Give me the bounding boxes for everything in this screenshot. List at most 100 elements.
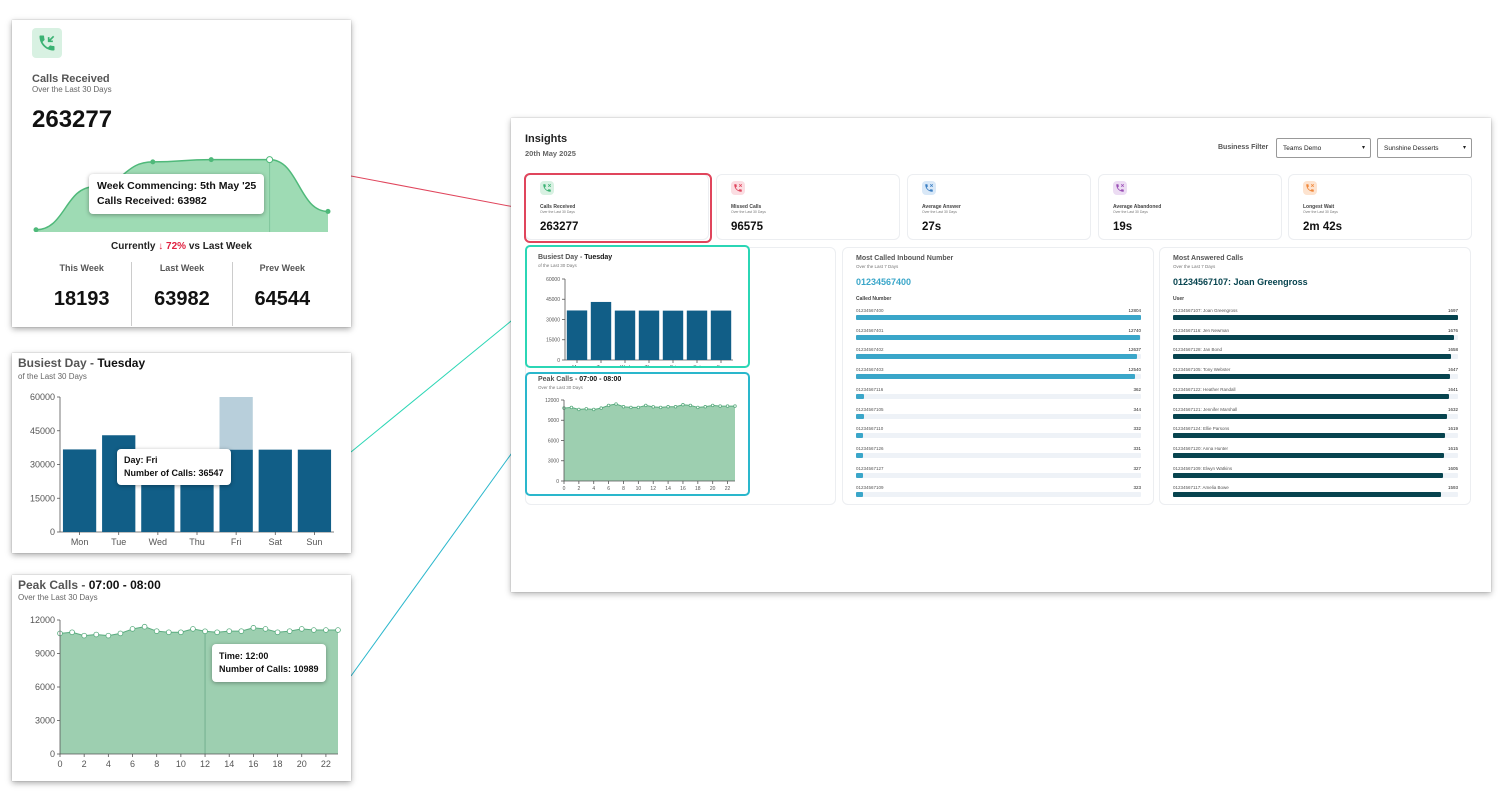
list-item-track [856, 393, 1141, 399]
list-item-label: 01234567124: Ellie Parsons [1173, 426, 1230, 432]
peak-zoom-point [298, 626, 305, 632]
busiest-small-x-tick-label: Sun [717, 365, 726, 366]
abandoned-call-icon [1113, 181, 1127, 195]
calls-received-point [325, 208, 331, 214]
list-item-label: 01234567105: Tony Webster [1173, 367, 1231, 373]
week-stat-0: This Week 18193 [32, 262, 131, 326]
week-stat-label: This Week [59, 263, 104, 273]
busiest-small-x-tick-label: Mon [572, 365, 582, 366]
peak-small-x-tick-label: 16 [680, 486, 686, 492]
peak-zoom-point [93, 631, 100, 638]
peak-zoom-point [165, 629, 172, 636]
peak-zoom-x-tick-label: 20 [297, 759, 307, 769]
peak-zoom-point [153, 628, 160, 634]
wait-call-icon [1303, 181, 1317, 195]
currently-pct: 72% [166, 241, 187, 252]
peak-small-area [564, 404, 735, 481]
peak-small-x-tick-label: 10 [636, 486, 642, 492]
list-item-bar [856, 492, 864, 498]
peak-calls-tooltip: Time: 12:00 Number of Calls: 10989 [212, 644, 326, 682]
peak-small-y-tick-label: 3000 [548, 459, 559, 465]
list-item-value: 1632 [1447, 406, 1458, 412]
list-item-label: 01234567126 [856, 445, 884, 451]
kpi-card-calls-received[interactable]: Calls Received Over the Last 30 Days 263… [525, 174, 709, 240]
peak-zoom-point [311, 627, 317, 633]
list-item-track [1173, 452, 1458, 458]
trend-down-icon: ↓ [158, 241, 164, 252]
peak-small-point [710, 403, 715, 408]
peak-small-point [621, 405, 626, 409]
busiest-day-small-title-bold: Tuesday [584, 254, 613, 261]
team-filter-select[interactable]: Teams Demo ▾ [1276, 138, 1371, 158]
list-item-value: 1658 [1447, 347, 1458, 353]
peak-zoom-x-tick-label: 10 [176, 759, 186, 769]
busiest-day-bar-chart: 0 15000 30000 45000 60000 Mon Tue Wed Thu Fri Sat S… [30, 392, 334, 547]
busiest-day-small-title: Busiest Day - Tuesday [538, 254, 612, 261]
peak-zoom-x-tick-label: 12 [200, 759, 210, 769]
kpi-label: Longest Wait [1303, 204, 1335, 210]
kpi-label: Average Answer [922, 204, 961, 210]
busiest-small-y-tick-label: 45000 [546, 297, 560, 303]
list-item-track [1173, 393, 1458, 399]
peak-small-point [592, 407, 596, 412]
busiest-day-small-sub: of the Last 30 Days [538, 263, 577, 268]
busiest-zoom-x-tick-label: Sun [306, 537, 322, 547]
kpi-card-longest-wait[interactable]: Longest Wait Over the Last 30 Days 2m 42… [1288, 174, 1472, 240]
company-filter-select[interactable]: Sunshine Desserts ▾ [1377, 138, 1472, 158]
list-item-label: 01234567116: Jen Newman [1173, 327, 1229, 333]
kpi-card-average-answer[interactable]: Average Answer Over the Last 30 Days 27s [907, 174, 1091, 240]
busiest-zoom-x-tick-label: Mon [71, 537, 89, 547]
list-item-track [1173, 492, 1458, 498]
list-item-bar [1173, 315, 1458, 320]
busiest-small-bar [686, 310, 708, 360]
peak-small-x-tick-label: 4 [592, 486, 595, 492]
peak-calls-small-title-prefix: Peak Calls - [538, 376, 580, 383]
busiest-zoom-bar [62, 449, 97, 532]
kpi-sub: Over the Last 30 Days [1303, 210, 1338, 214]
peak-calls-title-prefix: Peak Calls - [18, 578, 89, 592]
peak-zoom-point [250, 625, 257, 631]
peak-small-y-tick-label: 0 [556, 479, 559, 485]
peak-small-x-tick-label: 8 [622, 486, 625, 492]
peak-zoom-y-tick-label: 3000 [35, 716, 55, 726]
list-item-value: 327 [1133, 465, 1141, 471]
list-item-label: 01234567122: Heather Randall [1173, 386, 1236, 392]
kpi-sub: Over the Last 30 Days [540, 210, 575, 214]
peak-zoom-x-tick-label: 14 [224, 759, 234, 769]
calls-received-label: Calls Received [32, 73, 110, 85]
busiest-small-bar [614, 310, 636, 360]
list-item-value: 323 [1133, 485, 1141, 491]
list-item-bar [1173, 452, 1445, 458]
peak-zoom-point [335, 627, 341, 633]
list-item-label: 01234567107: Joan Greengross [1173, 308, 1238, 313]
connector-busiest-day [350, 307, 528, 453]
currently-suffix: vs Last Week [188, 241, 252, 252]
list-item-value: 1605 [1447, 465, 1458, 471]
peak-calls-small-title: Peak Calls - 07:00 - 08:00 [538, 376, 621, 383]
list-item-value: 1641 [1447, 386, 1458, 392]
peak-zoom-point [214, 629, 220, 636]
peak-zoom-point [69, 629, 75, 636]
list-item-value: 344 [1133, 406, 1141, 412]
list-item-bar [856, 393, 865, 399]
peak-zoom-point [190, 626, 196, 632]
busiest-small-x-tick-label: Sat [693, 365, 701, 366]
list-item-bar [856, 315, 1141, 320]
list-item-bar [1173, 433, 1445, 439]
list-item-track [1173, 334, 1458, 340]
busiest-zoom-y-tick-label: 0 [50, 527, 55, 537]
kpi-card-missed-calls[interactable]: Missed Calls Over the Last 30 Days 96575 [716, 174, 900, 240]
list-item-label: 01234567109: Elwyn Watkins [1173, 465, 1233, 471]
missed-call-icon [731, 181, 745, 195]
list-item-value: 1615 [1447, 445, 1458, 451]
kpi-value: 2m 42s [1303, 221, 1343, 233]
peak-small-y-tick-label: 6000 [548, 438, 559, 444]
kpi-card-average-abandoned[interactable]: Average Abandoned Over the Last 30 Days … [1098, 174, 1282, 240]
peak-small-x-tick-label: 20 [710, 486, 716, 492]
list-item-bar [856, 433, 864, 439]
kpi-value: 27s [922, 221, 942, 233]
busiest-small-x-tick-label: Fri [670, 365, 676, 366]
list-item-label: 01234567400 [856, 308, 884, 313]
list-item-bar [1173, 472, 1443, 478]
list-item-track [1173, 354, 1458, 360]
